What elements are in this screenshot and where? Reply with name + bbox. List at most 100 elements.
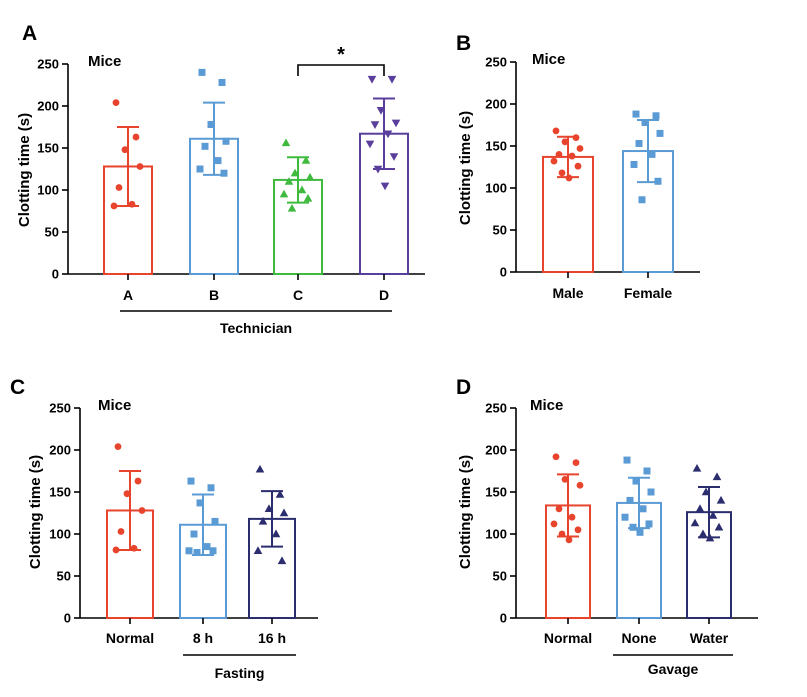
data-point — [281, 138, 291, 147]
data-point — [305, 172, 315, 181]
data-point — [117, 528, 125, 535]
bar-group-8-h — [179, 477, 227, 620]
data-point — [123, 490, 131, 498]
x-category-label: Male — [552, 285, 583, 301]
data-point — [714, 522, 724, 531]
data-point — [558, 530, 566, 538]
data-point — [187, 477, 195, 485]
data-point — [367, 75, 377, 84]
y-tick-label: 50 — [493, 223, 507, 238]
y-tick-label: 100 — [485, 527, 507, 542]
data-point — [115, 184, 123, 191]
y-tick-label: 0 — [500, 265, 507, 280]
data-point — [301, 156, 311, 164]
panel-letter: C — [10, 376, 25, 399]
data-point — [635, 139, 643, 147]
data-point — [574, 526, 582, 534]
data-point — [207, 120, 215, 128]
data-point — [290, 168, 300, 177]
data-point — [389, 153, 399, 161]
group-label: Gavage — [648, 661, 699, 677]
data-point — [641, 118, 649, 126]
data-point — [218, 78, 226, 86]
data-point — [565, 174, 573, 182]
x-category-label: B — [209, 287, 219, 303]
data-point — [690, 518, 700, 527]
y-tick-label: 150 — [37, 141, 59, 156]
data-point — [568, 513, 576, 521]
data-point — [209, 547, 217, 555]
y-tick-label: 250 — [49, 401, 71, 416]
group-label: Fasting — [215, 665, 265, 681]
data-point — [645, 520, 653, 528]
data-point — [638, 196, 646, 204]
x-category-label: Female — [624, 285, 672, 301]
data-point — [193, 548, 201, 556]
data-point — [207, 484, 215, 492]
data-point — [568, 152, 576, 160]
data-point — [211, 517, 219, 525]
bar-group-d — [359, 75, 409, 275]
data-point — [705, 533, 715, 542]
data-point — [576, 481, 584, 489]
data-point — [621, 513, 629, 521]
data-point — [284, 177, 294, 185]
bar-group-water — [686, 463, 732, 619]
bar-group-none — [616, 456, 662, 620]
bar-group-male — [542, 127, 594, 273]
bar-group-normal — [545, 453, 591, 619]
group-label: Technician — [220, 320, 292, 336]
data-point — [630, 160, 638, 168]
data-point — [555, 505, 563, 513]
panel-annotation: Mice — [88, 53, 121, 70]
data-point — [572, 134, 580, 142]
data-point — [555, 151, 563, 158]
data-point — [708, 511, 718, 519]
data-point — [222, 137, 230, 145]
data-point — [128, 200, 136, 208]
panel-letter: A — [22, 22, 37, 45]
panel-C: C Mice 0 50 100 150 200 250 Clotting time (s) Nor… — [10, 376, 318, 681]
y-axis-label: Clotting time (s) — [457, 455, 474, 569]
data-point — [277, 556, 287, 565]
data-point — [623, 456, 631, 464]
x-category-label: Normal — [106, 630, 154, 646]
data-point — [220, 169, 228, 177]
bar-group-female — [622, 110, 674, 273]
y-tick-label: 0 — [500, 611, 507, 626]
panel-A: A Mice 0 50 100 150 200 250 Clotting time (s) A B C… — [16, 22, 425, 336]
data-point — [138, 507, 146, 514]
data-point — [383, 130, 393, 139]
data-point — [629, 523, 637, 531]
panel-B: B Mice 0 50 100 150 200 250 Clotting time (s) Mal… — [456, 32, 700, 301]
data-point — [692, 463, 702, 472]
y-tick-label: 200 — [485, 443, 507, 458]
data-point — [264, 504, 274, 512]
data-point — [565, 536, 573, 544]
data-point — [572, 459, 580, 466]
data-point — [561, 138, 569, 146]
data-point — [561, 476, 569, 483]
data-point — [297, 185, 307, 194]
data-point — [391, 119, 401, 128]
data-point — [626, 496, 634, 504]
data-point — [271, 529, 281, 538]
data-point — [652, 112, 660, 120]
data-point — [112, 546, 120, 554]
y-tick-label: 100 — [49, 527, 71, 542]
significance-marker: * — [337, 44, 345, 66]
data-point — [134, 477, 142, 485]
bar-group-normal — [106, 443, 154, 620]
panel-D: D Mice 0 50 100 150 200 250 Clotting time (s) Nor… — [456, 376, 758, 677]
data-point — [253, 546, 263, 554]
panel-annotation: Mice — [530, 397, 563, 414]
y-tick-label: 150 — [49, 485, 71, 500]
y-axis-label: Clotting time (s) — [16, 113, 33, 227]
data-point — [373, 165, 383, 174]
significance-bracket — [297, 64, 385, 76]
data-point — [716, 495, 726, 504]
data-point — [196, 165, 204, 173]
data-point — [203, 543, 211, 551]
data-point — [112, 99, 120, 107]
